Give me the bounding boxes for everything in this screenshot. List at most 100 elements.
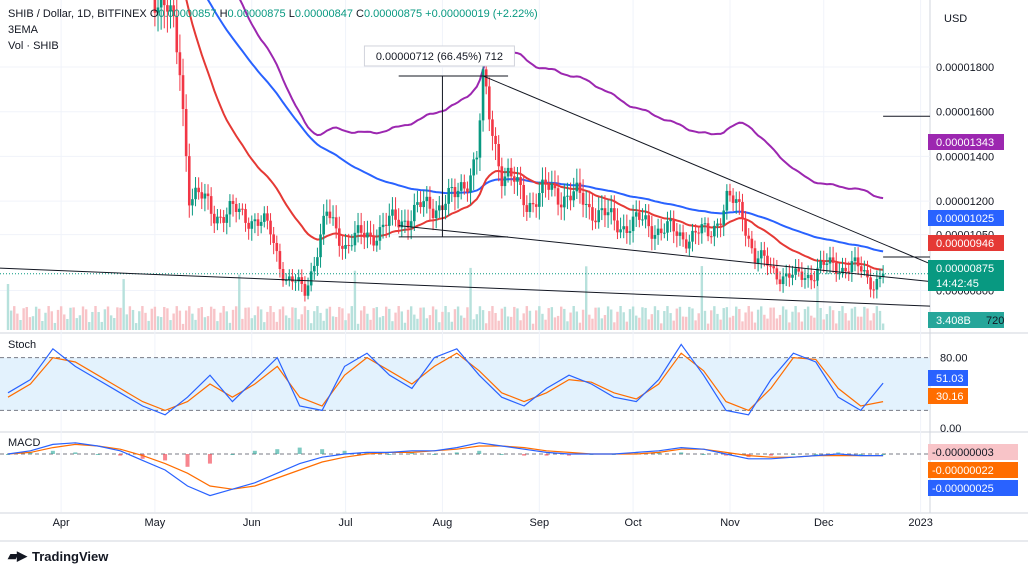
candle-body <box>691 230 694 242</box>
candle-body <box>869 277 872 290</box>
candle-body <box>872 289 876 291</box>
macd-histogram-bar <box>724 454 729 456</box>
price-badge-label: 0.00000946 <box>936 238 994 250</box>
volume-bar <box>259 309 263 330</box>
candle-body <box>741 201 744 219</box>
candle-body <box>616 220 619 233</box>
macd-histogram-bar <box>499 454 504 455</box>
candle-body <box>853 257 857 262</box>
candle-body <box>859 266 863 272</box>
candle-body <box>425 196 429 202</box>
candle-body <box>463 182 466 189</box>
volume-bar <box>441 311 444 330</box>
volume-bar <box>744 312 747 330</box>
legend-symbol-row: SHIB / Dollar, 1D, BITFINEX O0.00000857 … <box>8 6 538 22</box>
volume-bar <box>703 310 707 330</box>
candle-body <box>584 203 588 205</box>
volume-bar <box>866 308 869 330</box>
volume-bar <box>450 321 454 330</box>
x-tick-label: Jun <box>243 517 261 529</box>
volume-bar <box>284 315 288 330</box>
volume-bar <box>588 314 591 330</box>
candle-body <box>253 219 257 222</box>
volume-bar <box>25 307 28 330</box>
volume-bar <box>372 308 375 330</box>
volume-bar <box>413 314 416 330</box>
stoch-badge-label: 51.03 <box>936 373 964 385</box>
indicator-volume-label[interactable]: Vol · SHIB <box>8 40 59 52</box>
y-tick-label: 0.00001400 <box>936 151 994 163</box>
macd-badge-label: -0.00000003 <box>932 447 994 459</box>
volume-bar <box>800 321 804 330</box>
volume-bar <box>234 306 238 330</box>
candle-body <box>266 213 269 221</box>
volume-bar <box>44 312 47 330</box>
price-badge <box>928 275 1004 291</box>
volume-bar <box>706 323 710 330</box>
volume-bar <box>356 323 360 330</box>
indicator-ema-label[interactable]: 3EMA <box>8 24 38 36</box>
volume-bar <box>403 322 407 330</box>
candle-body <box>156 7 160 13</box>
candle-body <box>231 201 235 204</box>
volume-bar <box>391 321 394 330</box>
macd-badge <box>928 480 1018 496</box>
volume-bar <box>100 321 103 330</box>
volume-bar <box>122 279 125 330</box>
candle-body <box>838 273 841 275</box>
volume-bar <box>131 309 135 330</box>
volume-bar <box>863 306 866 330</box>
volume-bar <box>581 309 585 330</box>
candle-body <box>703 223 707 225</box>
volume-bar <box>869 320 872 330</box>
candle-body <box>750 238 754 249</box>
volume-bar <box>522 313 525 330</box>
candle-body <box>172 5 175 17</box>
macd-histogram-bar <box>881 454 886 455</box>
volume-bar <box>163 306 166 330</box>
x-tick-label: Dec <box>814 517 834 529</box>
volume-bar <box>272 312 275 330</box>
volume-bar <box>803 309 807 330</box>
candle-body <box>834 262 838 274</box>
candle-body <box>863 270 866 272</box>
volume-bar <box>625 321 629 330</box>
candle-body <box>337 228 341 246</box>
volume-bar <box>569 312 572 330</box>
candle-body <box>688 241 691 249</box>
volume-bar <box>319 312 322 330</box>
volume-bar <box>688 306 691 330</box>
macd-histogram-bar <box>118 454 123 456</box>
wedge-lower-trendline <box>398 225 931 283</box>
volume-bar <box>685 316 688 330</box>
candle-body <box>819 261 822 269</box>
volume-bar <box>416 318 419 330</box>
macd-line <box>7 442 884 497</box>
x-tick-label: 2023 <box>908 517 932 529</box>
volume-bar <box>741 321 744 330</box>
candle-body <box>284 280 288 282</box>
volume-bar <box>875 306 879 330</box>
measure-label: 0.00000712 (66.45%) 712 <box>376 51 503 63</box>
candle-body <box>538 192 541 207</box>
candle-body <box>844 267 847 272</box>
candle-body <box>344 244 347 249</box>
volume-bar <box>353 270 357 330</box>
candle-body <box>212 213 216 224</box>
volume-bar <box>806 306 810 330</box>
volume-bar <box>109 315 113 330</box>
candle-body <box>634 212 638 217</box>
tradingview-logo[interactable]: ▰▶ TradingView <box>8 548 108 564</box>
volume-bar <box>63 314 66 330</box>
volume-bar <box>409 306 413 330</box>
candle-body <box>475 157 479 160</box>
candle-body <box>619 229 622 233</box>
volume-bar <box>34 306 38 330</box>
candle-body <box>506 167 510 177</box>
volume-bar <box>144 312 147 330</box>
volume-bar <box>725 307 729 330</box>
volume-bar <box>785 309 788 330</box>
volume-bar <box>166 308 169 330</box>
volume-bar <box>88 322 91 330</box>
